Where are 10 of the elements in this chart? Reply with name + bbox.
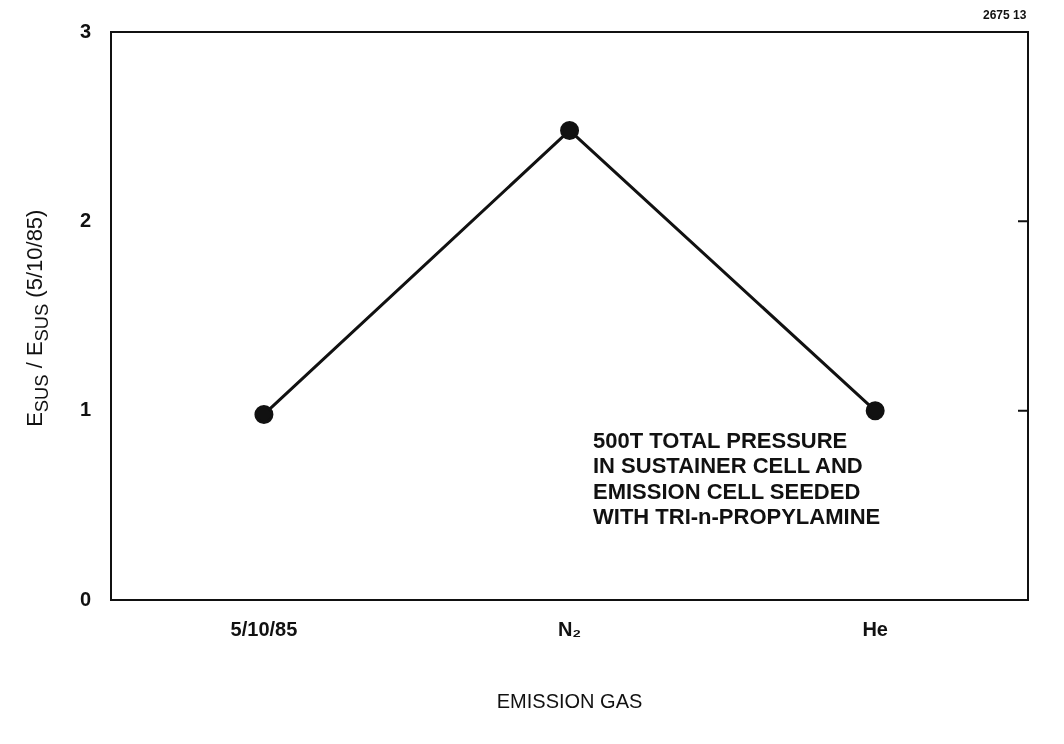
text: 2675 13 xyxy=(983,8,1027,22)
x-axis-title: EMISSION GAS xyxy=(496,689,643,712)
x-tick-label: N₂ xyxy=(557,617,582,640)
x-tick-label: 5/10/85 xyxy=(230,617,298,640)
y-tick-label: 3 xyxy=(80,19,92,42)
y-tick-label: 2 xyxy=(80,208,92,231)
y-tick-label: 0 xyxy=(80,587,92,610)
y-tick-label: 1 xyxy=(80,398,92,421)
x-tick-label: He xyxy=(862,617,888,640)
annotation: 500T TOTAL PRESSURE IN SUSTAINER CELL AND EMISSION CELL SEEDED WITH TRI-n-PROPYLAMINE xyxy=(593,428,881,530)
